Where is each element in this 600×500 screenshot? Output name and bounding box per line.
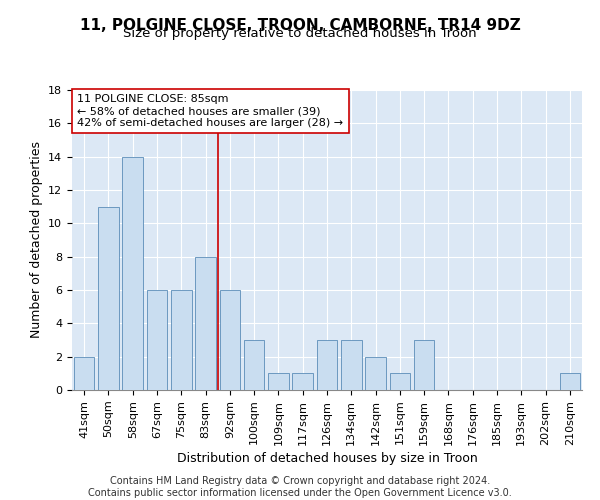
Text: 11, POLGINE CLOSE, TROON, CAMBORNE, TR14 9DZ: 11, POLGINE CLOSE, TROON, CAMBORNE, TR14…: [80, 18, 520, 32]
Bar: [414, 340, 434, 390]
Bar: [122, 156, 143, 390]
Y-axis label: Number of detached properties: Number of detached properties: [29, 142, 43, 338]
Text: Contains HM Land Registry data © Crown copyright and database right 2024.
Contai: Contains HM Land Registry data © Crown c…: [88, 476, 512, 498]
Bar: [268, 374, 289, 390]
Bar: [341, 340, 362, 390]
Bar: [389, 374, 410, 390]
Bar: [560, 374, 580, 390]
Bar: [244, 340, 265, 390]
Bar: [171, 290, 191, 390]
Bar: [74, 356, 94, 390]
Bar: [195, 256, 216, 390]
X-axis label: Distribution of detached houses by size in Troon: Distribution of detached houses by size …: [176, 452, 478, 464]
Bar: [220, 290, 240, 390]
Bar: [98, 206, 119, 390]
Bar: [146, 290, 167, 390]
Bar: [292, 374, 313, 390]
Bar: [365, 356, 386, 390]
Text: 11 POLGINE CLOSE: 85sqm
← 58% of detached houses are smaller (39)
42% of semi-de: 11 POLGINE CLOSE: 85sqm ← 58% of detache…: [77, 94, 343, 128]
Text: Size of property relative to detached houses in Troon: Size of property relative to detached ho…: [123, 28, 477, 40]
Bar: [317, 340, 337, 390]
